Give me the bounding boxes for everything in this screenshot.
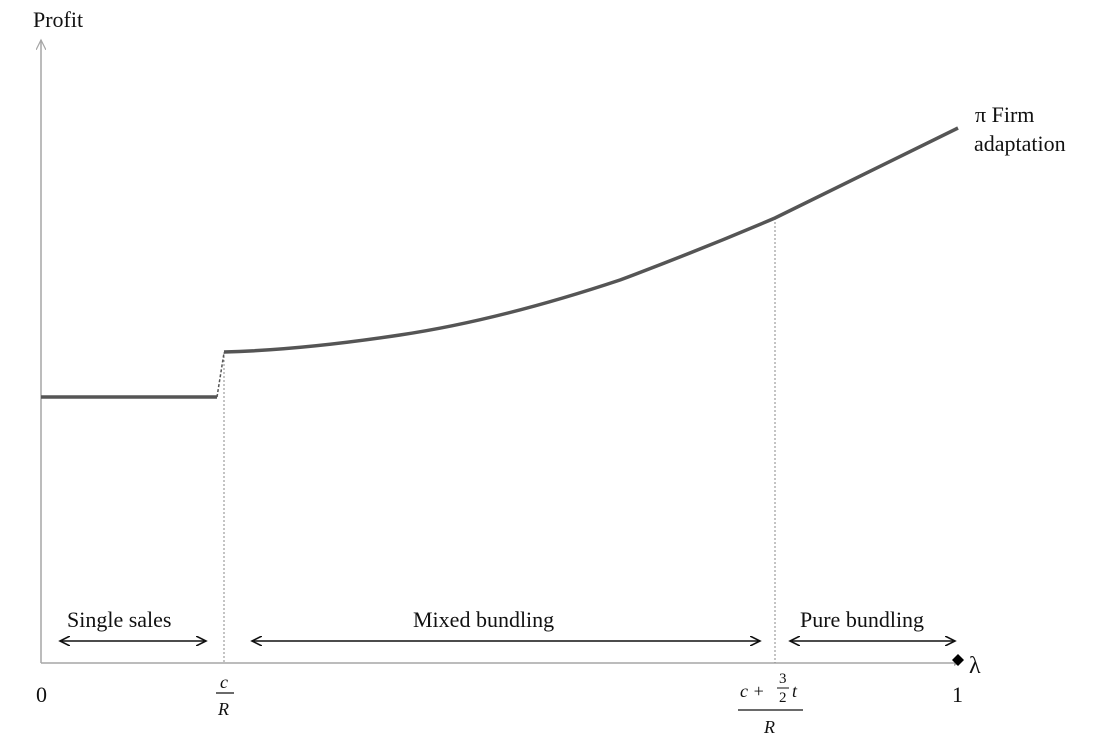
y-axis-label: Profit <box>33 7 83 32</box>
threshold-2-denominator: R <box>763 717 775 737</box>
threshold-2-label: c + 3 2 t R <box>738 671 803 737</box>
curve-label-line1: π Firm <box>975 102 1034 127</box>
threshold-2-frac-denominator: 2 <box>779 690 787 706</box>
end-tick-label: 1 <box>952 682 963 707</box>
jump-connector <box>216 352 225 398</box>
threshold-2-frac-numerator: 3 <box>779 671 787 687</box>
threshold-2-numerator-suffix: t <box>792 681 798 701</box>
origin-tick-label: 0 <box>36 682 47 707</box>
x-axis-end-marker <box>952 654 964 666</box>
curve-label-line2: adaptation <box>974 131 1066 156</box>
threshold-1-denominator: R <box>217 699 229 719</box>
x-axis-label: λ <box>969 653 981 679</box>
threshold-2-numerator-prefix: c + <box>740 681 765 701</box>
bundling-profit-curve <box>223 126 959 354</box>
threshold-1-numerator: c <box>220 672 228 692</box>
threshold-1-label: c R <box>216 672 234 719</box>
region-label-single-sales: Single sales <box>67 607 172 632</box>
region-label-mixed-bundling: Mixed bundling <box>413 607 554 632</box>
region-label-pure-bundling: Pure bundling <box>800 607 924 632</box>
